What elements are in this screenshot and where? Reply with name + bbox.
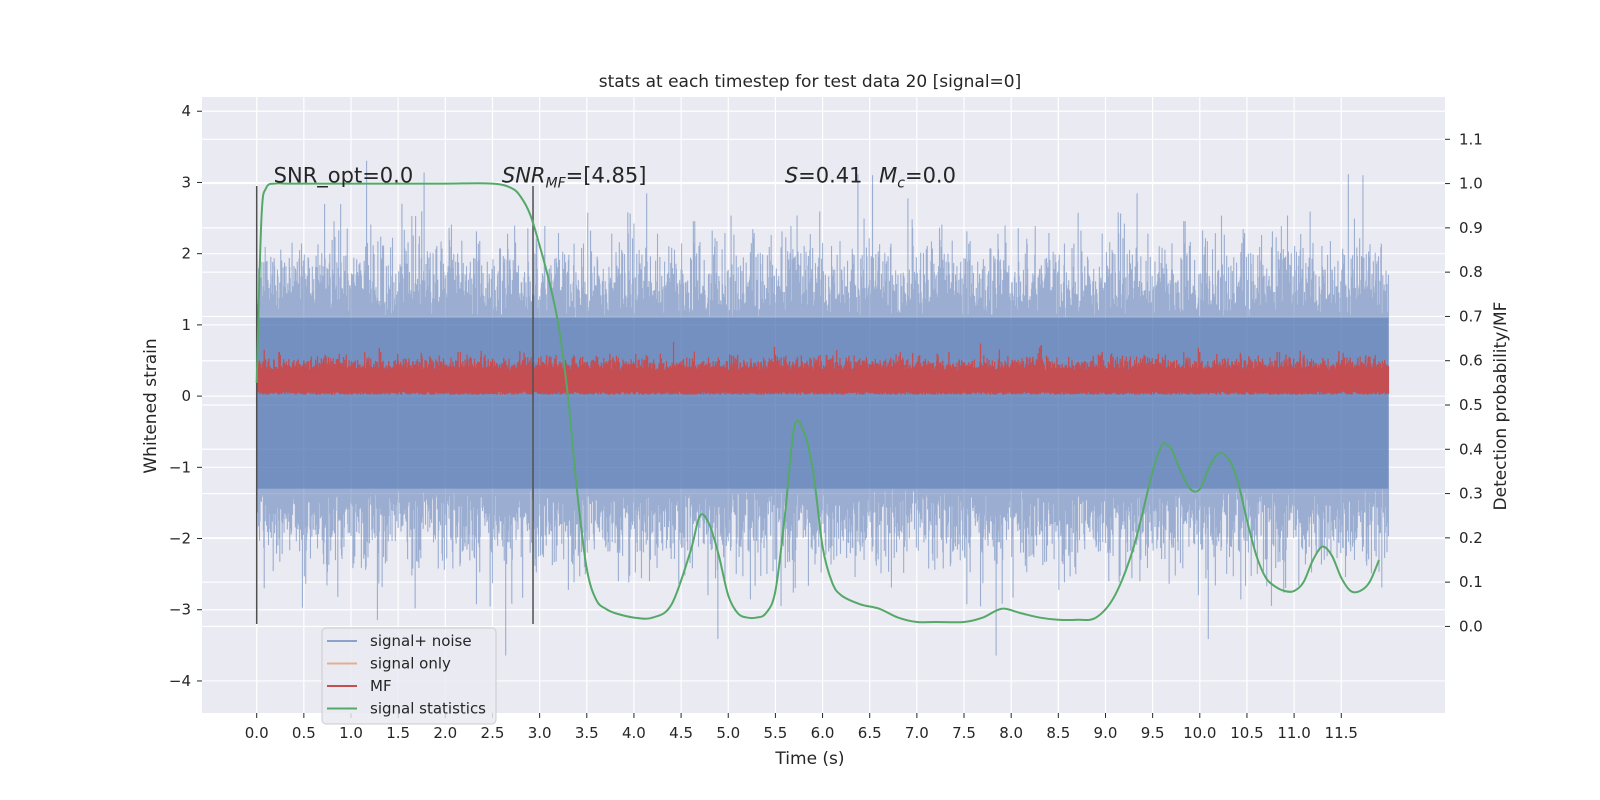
x-tick-label-9: 4.5: [669, 724, 693, 742]
x-tick-label-3: 1.5: [386, 724, 410, 742]
y2-tick-label-9: 0.2: [1459, 529, 1483, 547]
x-tick-label-4: 2.0: [433, 724, 457, 742]
x-tick-label-23: 11.5: [1325, 724, 1358, 742]
y2-tick-label-7: 0.4: [1459, 440, 1483, 458]
y-tick-label-8: −4: [169, 672, 191, 690]
x-axis-ticks: 0.0 0.5 1.0 1.5 2.0 2.5 3.0 3.5 4.0 4.5 5.0 5.5 6.0 6…: [245, 713, 1358, 742]
x-tick-label-21: 10.5: [1230, 724, 1263, 742]
y-tick-label-6: −2: [169, 530, 191, 548]
x-tick-label-7: 3.5: [575, 724, 599, 742]
y2-tick-label-8: 0.3: [1459, 485, 1483, 503]
x-tick-label-15: 7.5: [952, 724, 976, 742]
signal-statistics-line: [255, 182, 1380, 624]
y-tick-label-0: 4: [181, 102, 191, 120]
x-tick-label-1: 0.5: [292, 724, 316, 742]
legend-label-3: signal statistics: [370, 700, 486, 718]
legend-label-2: MF: [370, 677, 392, 695]
legend-label-0: signal+ noise: [370, 632, 472, 650]
annotation-tail-3: =0.0: [905, 163, 956, 187]
y-axis-ticks: 4 3 2 1 0 −1 −2 −3 −4: [169, 102, 202, 690]
series-signal-noise: [256, 160, 1389, 656]
series-mf: [256, 341, 1390, 395]
annotation-base-1: SNR: [502, 163, 546, 187]
x-tick-label-18: 9.0: [1094, 724, 1118, 742]
annotation-tail-1: =[4.85]: [566, 163, 647, 187]
y-tick-label-7: −3: [169, 601, 191, 619]
annotations: SNR_opt=0.0 SNRMF=[4.85] S=0.41 Mc=0.0: [274, 163, 956, 191]
annotation-1: SNRMF=[4.85]: [502, 163, 647, 191]
annotation-sub-1: MF: [546, 175, 567, 191]
x-tick-label-6: 3.0: [528, 724, 552, 742]
annotation-0: SNR_opt=0.0: [274, 163, 414, 188]
y2-tick-label-1: 1.0: [1459, 175, 1483, 193]
annotation-2: S=0.41: [785, 163, 863, 187]
x-tick-label-0: 0.0: [245, 724, 269, 742]
mf-core: [256, 374, 1389, 389]
legend: signal+ noise signal only MF signal statist…: [321, 627, 497, 725]
x-tick-label-10: 5.0: [716, 724, 740, 742]
y-tick-label-1: 3: [181, 173, 191, 191]
y2-tick-label-6: 0.5: [1459, 396, 1483, 414]
y-tick-label-5: −1: [169, 458, 191, 476]
x-tick-label-16: 8.0: [999, 724, 1023, 742]
annotation-sub-3: c: [897, 175, 905, 191]
annotation-tail-2: =0.41: [798, 163, 862, 187]
x-tick-label-20: 10.0: [1183, 724, 1216, 742]
vertical-markers: [255, 186, 534, 624]
y2-tick-label-2: 0.9: [1459, 219, 1483, 237]
annotation-base-0: SNR_opt=0.0: [274, 163, 414, 188]
x-tick-label-8: 4.0: [622, 724, 646, 742]
x-tick-label-14: 7.0: [905, 724, 929, 742]
chart-title: stats at each timestep for test data 20 …: [599, 72, 1022, 92]
y2-tick-label-10: 0.1: [1459, 573, 1483, 591]
annotation-base-3: M: [879, 163, 897, 187]
y2-tick-label-4: 0.7: [1459, 307, 1483, 325]
x-tick-label-2: 1.0: [339, 724, 363, 742]
y-tick-label-3: 1: [181, 316, 191, 334]
y2-tick-label-5: 0.6: [1459, 352, 1483, 370]
x-tick-label-13: 6.5: [858, 724, 882, 742]
y-tick-label-4: 0: [181, 387, 191, 405]
legend-label-1: signal only: [370, 655, 451, 673]
y2-axis-label: Detection probability/MF: [1491, 302, 1511, 511]
y2-tick-label-0: 1.1: [1459, 130, 1483, 148]
x-tick-label-22: 11.0: [1277, 724, 1310, 742]
x-tick-label-5: 2.5: [481, 724, 505, 742]
annotation-3: Mc=0.0: [879, 163, 956, 191]
series-signal-statistics: [255, 182, 1380, 624]
legend-box: [321, 627, 497, 725]
signal-noise-core: [256, 317, 1389, 489]
x-tick-label-11: 5.5: [763, 724, 787, 742]
x-axis-label: Time (s): [774, 749, 844, 769]
annotation-base-2: S: [785, 163, 798, 187]
x-tick-label-17: 8.5: [1046, 724, 1070, 742]
y2-tick-label-11: 0.0: [1459, 617, 1483, 635]
y-axis-label: Whitened strain: [141, 338, 161, 473]
x-tick-label-12: 6.0: [811, 724, 835, 742]
x-tick-label-19: 9.5: [1141, 724, 1165, 742]
y2-tick-label-3: 0.8: [1459, 263, 1483, 281]
y2-axis-ticks: 1.1 1.0 0.9 0.8 0.7 0.6 0.5 0.4 0.3 0.2 0.1 0.0: [1445, 130, 1483, 635]
y-tick-label-2: 2: [181, 245, 191, 263]
